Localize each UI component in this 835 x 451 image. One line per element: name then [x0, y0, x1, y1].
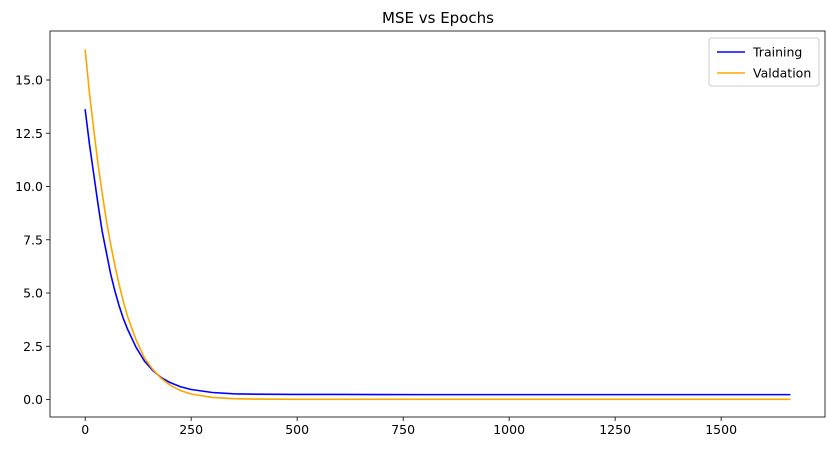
y-tick-label: 10.0 — [15, 179, 43, 194]
y-tick-label: 5.0 — [23, 286, 43, 301]
x-tick-label: 1000 — [493, 422, 525, 437]
x-tick-label: 1250 — [599, 422, 631, 437]
legend-box — [708, 37, 820, 87]
chart-title: MSE vs Epochs — [382, 9, 494, 27]
x-tick-label: 1500 — [705, 422, 737, 437]
x-tick-label: 500 — [285, 422, 309, 437]
axes-frame — [49, 30, 826, 418]
x-tick-label: 250 — [179, 422, 203, 437]
y-tick-label: 12.5 — [15, 126, 43, 141]
x-tick-label: 750 — [391, 422, 415, 437]
legend-label: Training — [752, 45, 802, 60]
y-tick-label: 15.0 — [15, 72, 43, 87]
x-tick-label: 0 — [81, 422, 89, 437]
y-tick-label: 2.5 — [23, 339, 43, 354]
plot-area: 0 250 500 750 1000 1250 1500 0.0 2.5 5.0 7.5 10.0 12… — [15, 30, 826, 437]
series-line-valdation — [84, 49, 791, 401]
legend-label: Valdation — [753, 66, 811, 81]
y-tick-label: 0.0 — [23, 392, 43, 407]
y-tick-label: 7.5 — [23, 232, 43, 247]
